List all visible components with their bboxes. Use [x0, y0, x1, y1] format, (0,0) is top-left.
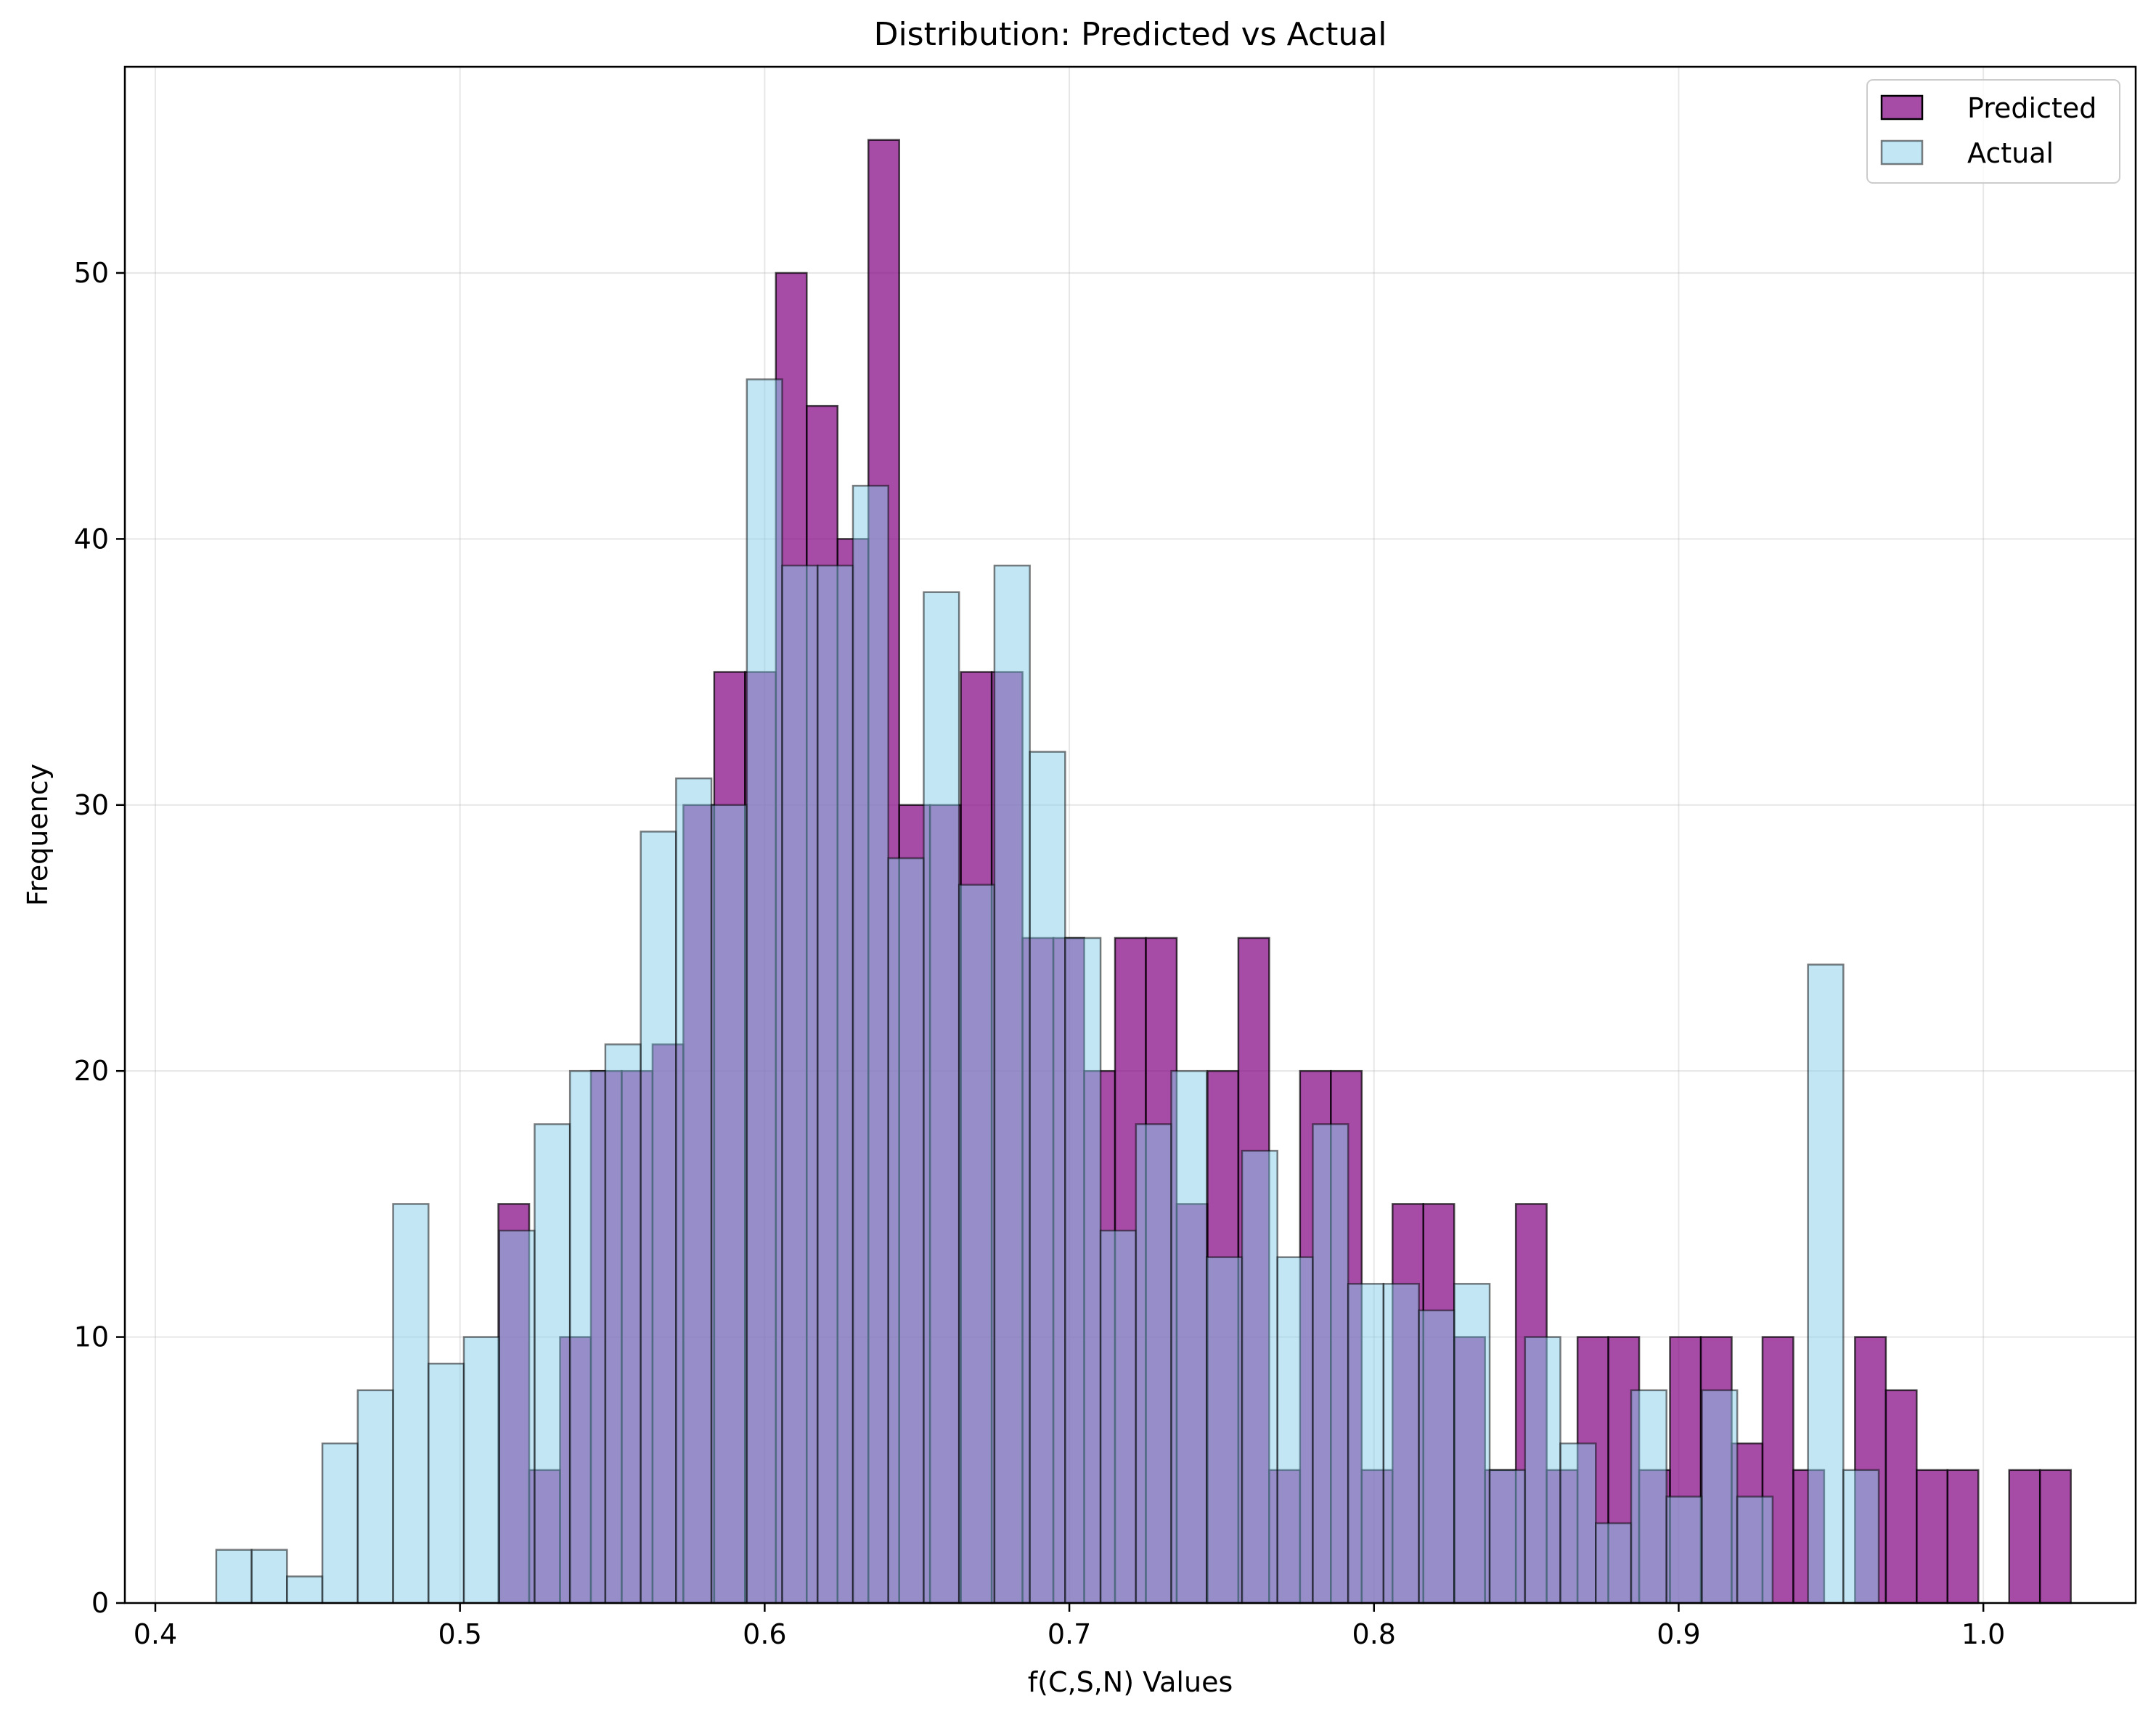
actual-bar [462, 1336, 500, 1604]
actual-bar [1559, 1442, 1597, 1604]
x-tick-label: 0.6 [743, 1618, 786, 1650]
y-tick-label: 20 [74, 1055, 109, 1087]
actual-bar [1347, 1283, 1385, 1604]
x-tick-label: 1.0 [1961, 1618, 2005, 1650]
actual-bar [250, 1549, 288, 1604]
legend-label-predicted: Predicted [1967, 92, 2096, 124]
y-tick-label: 10 [74, 1321, 109, 1353]
x-axis-label: f(C,S,N) Values [1028, 1666, 1233, 1698]
y-axis-label: Frequency [22, 764, 54, 906]
legend-frame [1866, 79, 2120, 184]
actual-bar [817, 564, 854, 1604]
y-tick-label: 30 [74, 789, 109, 821]
actual-bar [1736, 1496, 1774, 1604]
actual-bar [1595, 1522, 1633, 1604]
legend-label-actual: Actual [1967, 137, 2054, 169]
actual-bar [1312, 1123, 1349, 1604]
actual-bar [923, 591, 960, 1604]
actual-bar [1807, 963, 1845, 1604]
y-tick-label: 50 [74, 257, 109, 289]
actual-bar [993, 564, 1031, 1604]
actual-bar [1418, 1309, 1455, 1604]
actual-bar [852, 484, 889, 1604]
y-axis-ticks: 0 10 20 30 40 50 [74, 257, 125, 1619]
y-tick-label: 0 [91, 1587, 109, 1619]
actual-bar [1488, 1469, 1527, 1604]
predicted-bar [1885, 1389, 1918, 1604]
predicted-bar [1761, 1336, 1794, 1604]
actual-bar [957, 884, 996, 1604]
actual-bar [1276, 1256, 1314, 1604]
y-tick-label: 40 [74, 523, 109, 555]
x-tick-label: 0.8 [1352, 1618, 1396, 1650]
actual-bar [781, 564, 819, 1604]
chart-title: Distribution: Predicted vs Actual [874, 16, 1387, 53]
legend-swatch-predicted [1880, 94, 1924, 121]
actual-bars [215, 378, 1880, 1604]
plot-frame [123, 65, 2137, 1604]
actual-bar [1842, 1469, 1880, 1604]
actual-bar [286, 1575, 324, 1604]
actual-bar [1524, 1336, 1561, 1604]
legend: Predicted Actual [1866, 79, 2120, 184]
actual-bar [498, 1229, 536, 1604]
predicted-bar [2008, 1469, 2041, 1604]
x-axis-ticks: 0.4 0.5 0.6 0.7 0.8 0.9 1.0 [134, 1603, 2005, 1650]
actual-bar [1630, 1389, 1667, 1604]
x-tick-label: 0.9 [1657, 1618, 1700, 1650]
predicted-bar [1946, 1469, 1980, 1604]
actual-bar [1382, 1283, 1420, 1604]
predicted-bar [1916, 1469, 1949, 1604]
actual-bar [1665, 1496, 1703, 1604]
actual-bar [675, 777, 713, 1604]
actual-bar [1701, 1389, 1739, 1604]
actual-bar [534, 1123, 571, 1604]
actual-bar [1453, 1283, 1491, 1604]
actual-bar [604, 1043, 642, 1604]
actual-bar [356, 1389, 394, 1604]
actual-bar [1029, 751, 1066, 1604]
legend-swatch-actual [1880, 139, 1924, 166]
actual-bar [1099, 1229, 1138, 1604]
x-tick-label: 0.5 [438, 1618, 481, 1650]
actual-bar [392, 1203, 430, 1604]
actual-bar [1135, 1123, 1172, 1604]
actual-bar [321, 1442, 359, 1604]
predicted-bar [2038, 1469, 2072, 1604]
actual-bar [887, 857, 925, 1604]
actual-bar [640, 831, 677, 1604]
actual-bar [710, 804, 748, 1604]
actual-bar [1170, 1069, 1208, 1604]
x-tick-label: 0.4 [134, 1618, 177, 1650]
actual-bar [568, 1069, 607, 1604]
actual-bar [746, 378, 783, 1604]
actual-bar [1064, 937, 1102, 1604]
actual-bar [428, 1362, 465, 1604]
actual-bar [1206, 1256, 1244, 1604]
actual-bar [215, 1549, 253, 1604]
x-tick-label: 0.7 [1048, 1618, 1091, 1650]
actual-bar [1241, 1149, 1278, 1604]
